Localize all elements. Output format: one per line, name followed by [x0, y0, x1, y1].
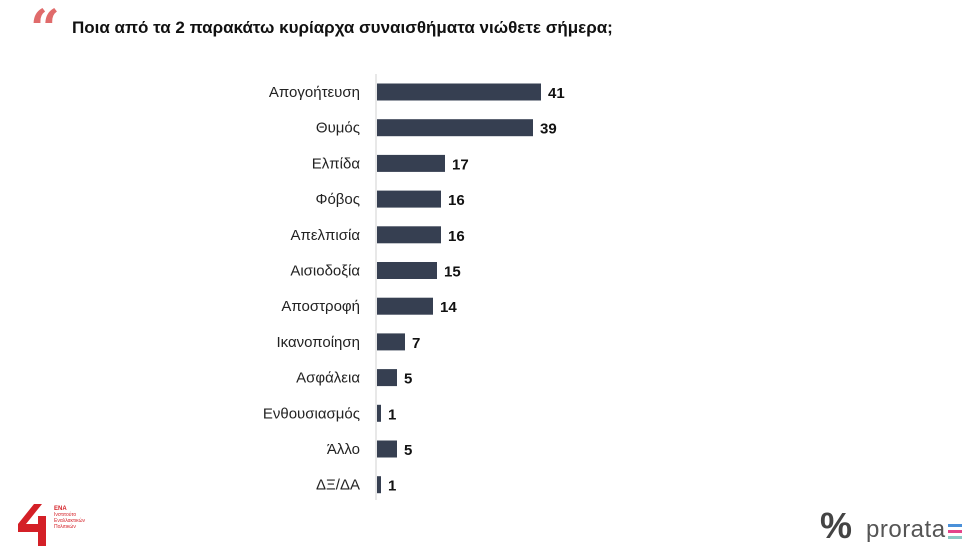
- value-label: 14: [440, 299, 457, 316]
- category-label: Ικανοποίηση: [276, 334, 360, 351]
- category-label: Απελπισία: [291, 227, 361, 244]
- ena-logo-text: ΕΝΑ Ινστιτούτο Εναλλακτικών Πολιτικών: [54, 506, 94, 530]
- value-label: 16: [448, 228, 465, 245]
- value-label: 5: [404, 371, 412, 388]
- bar: [377, 476, 381, 494]
- ena-logo-mark: ΕΝΑ: [54, 506, 67, 512]
- bar: [377, 297, 433, 315]
- value-label: 15: [444, 264, 461, 281]
- bar: [377, 369, 397, 387]
- value-label: 16: [448, 192, 465, 209]
- category-label: Ενθουσιασμός: [263, 405, 360, 422]
- prorata-bar: [948, 530, 962, 533]
- bar: [377, 190, 441, 208]
- prorata-brand: prorata: [866, 516, 946, 543]
- value-label: 1: [388, 406, 396, 423]
- bar: [377, 154, 445, 172]
- prorata-bar: [948, 536, 962, 539]
- ena-logo-line: Πολιτικών: [54, 524, 76, 530]
- category-label: ΔΞ/ΔΑ: [316, 477, 360, 494]
- bar: [377, 440, 397, 458]
- value-label: 39: [540, 121, 557, 138]
- bar: [377, 119, 533, 137]
- percent-icon: %: [820, 505, 853, 546]
- prorata-bar: [948, 524, 962, 527]
- category-label: Απογοήτευση: [269, 84, 360, 101]
- ena-logo-line: Ινστιτούτο: [54, 512, 77, 518]
- ena-logo-icon: [18, 504, 46, 546]
- bar: [377, 333, 405, 351]
- chart-question: Ποια από τα 2 παρακάτω κυρίαρχα συναισθή…: [72, 18, 613, 37]
- value-label: 7: [412, 335, 420, 352]
- value-label: 17: [452, 156, 469, 173]
- bar: [377, 404, 381, 422]
- category-label: Θυμός: [316, 120, 360, 137]
- category-label: Αποστροφή: [281, 298, 360, 315]
- bar: [377, 226, 441, 244]
- value-label: 5: [404, 442, 412, 459]
- category-label: Ελπίδα: [312, 155, 361, 172]
- value-label: 1: [388, 478, 396, 495]
- category-label: Φόβος: [315, 191, 360, 208]
- category-label: Αισιοδοξία: [290, 263, 360, 280]
- prorata-logo: % prorata: [818, 508, 968, 548]
- category-label: Ασφάλεια: [296, 370, 360, 387]
- prorata-bars-icon: [948, 524, 962, 544]
- category-label: Άλλο: [327, 441, 360, 458]
- value-label: 41: [548, 85, 565, 102]
- bar: [377, 262, 437, 279]
- bar: [377, 83, 541, 101]
- ena-logo-line: Εναλλακτικών: [54, 518, 85, 524]
- ena-logo: ΕΝΑ Ινστιτούτο Εναλλακτικών Πολιτικών: [14, 502, 94, 548]
- quote-icon: “: [30, 0, 60, 60]
